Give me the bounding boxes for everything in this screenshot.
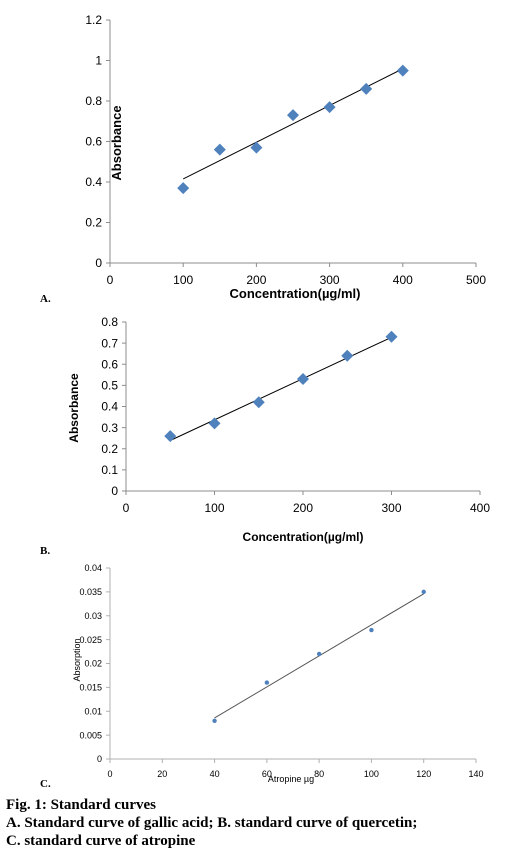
x-tick-label: 20 (157, 769, 167, 779)
chart-c: 0 0.005 0.01 0.015 0.02 0.025 0.03 0.035 0.04 0 20… (72, 563, 484, 784)
panel-label-c: C. (40, 778, 51, 790)
y-tick-label: 0.04 (84, 563, 102, 573)
data-point (396, 64, 409, 77)
y-tick-label: 1 (95, 54, 102, 68)
y-axis-title: Absorbance (109, 105, 124, 180)
x-tick-label: 60 (262, 769, 272, 779)
y-axis-title: Absorbance (67, 373, 81, 443)
x-tick-label: 0 (107, 273, 114, 287)
caption-line-2: A. Standard curve of gallic acid; B. sta… (6, 815, 418, 831)
y-tick-label: 0.4 (85, 175, 102, 189)
figure-caption: Fig. 1: Standard curves A. Standard curv… (6, 796, 417, 850)
y-tick-label: 0.015 (79, 683, 102, 693)
y-tick-label: 0 (97, 754, 102, 764)
x-tick-label: 500 (466, 273, 486, 287)
x-tick-label: 400 (470, 501, 490, 515)
y-tick-label: 0.005 (79, 730, 102, 740)
data-point (212, 718, 217, 723)
x-tick-label: 300 (320, 273, 340, 287)
x-tick-label: 100 (364, 769, 379, 779)
y-tick-label: 0.8 (85, 94, 102, 108)
x-tick-label: 300 (381, 501, 401, 515)
x-tick-label: 140 (468, 769, 483, 779)
caption-line-3: C. standard curve of atropine (6, 833, 196, 849)
data-point (297, 373, 309, 386)
y-tick-label: 0.7 (101, 336, 118, 350)
data-point (264, 680, 270, 685)
x-tick-label: 40 (210, 769, 220, 779)
y-tick-label: 0 (111, 484, 118, 498)
y-tick-label: 0.2 (101, 442, 118, 456)
y-tick-label: 0.01 (84, 706, 102, 716)
data-point (421, 589, 426, 595)
panel-label-a: A. (40, 293, 51, 305)
x-tick-label: 80 (314, 769, 324, 779)
data-point (252, 396, 265, 409)
y-tick-label: 0.1 (101, 463, 118, 477)
chart-b: 0 0.1 0.2 0.3 0.4 0.5 0.6 0.7 0.8 0 100 200 300 400 Co… (67, 315, 490, 544)
data-point (360, 82, 373, 95)
data-point (208, 417, 221, 430)
y-tick-label: 0.2 (85, 216, 102, 230)
y-tick-label: 1.2 (85, 13, 102, 27)
y-tick-label: 0.02 (84, 659, 102, 669)
x-tick-label: 0 (123, 501, 130, 515)
y-tick-label: 0.6 (101, 357, 118, 371)
y-tick-label: 0.5 (101, 379, 118, 393)
y-tick-label: 0.6 (85, 135, 102, 149)
data-point (323, 101, 336, 114)
y-tick-label: 0.8 (101, 315, 118, 329)
x-axis-title: Concentration(µg/ml) (230, 286, 361, 301)
y-tick-label: 0.03 (84, 611, 102, 621)
y-tick-label: 0 (95, 256, 102, 270)
y-tick-label: 0.4 (101, 400, 118, 414)
data-point (316, 651, 322, 657)
data-point (250, 141, 263, 154)
x-tick-label: 100 (204, 501, 224, 515)
caption-title: Fig. 1: Standard curves (6, 797, 156, 813)
trendline (182, 68, 404, 180)
chart-a: 0 0.2 0.4 0.6 0.8 1 1.2 0 100 200 300 400 500 Concent… (85, 13, 486, 301)
data-point (287, 109, 299, 122)
y-tick-label: 0.3 (101, 421, 118, 435)
data-point (385, 330, 398, 343)
y-tick-label: 0.035 (79, 587, 102, 597)
data-point (369, 627, 374, 633)
y-axis-title: Absorption (72, 638, 82, 681)
x-tick-label: 200 (246, 273, 266, 287)
panel-label-b: B. (40, 545, 51, 557)
x-tick-label: 0 (107, 769, 112, 779)
x-tick-label: 120 (416, 769, 431, 779)
x-axis-title: Concentration(µg/ml) (243, 530, 364, 544)
data-point (164, 430, 177, 443)
trendline (170, 336, 392, 441)
data-point (177, 182, 190, 195)
x-axis-title: Atropine µg (268, 774, 314, 784)
data-point (213, 143, 226, 156)
x-tick-label: 200 (293, 501, 313, 515)
x-tick-label: 400 (393, 273, 413, 287)
data-point (341, 349, 354, 362)
y-tick-label: 0.025 (79, 635, 102, 645)
x-tick-label: 100 (173, 273, 193, 287)
